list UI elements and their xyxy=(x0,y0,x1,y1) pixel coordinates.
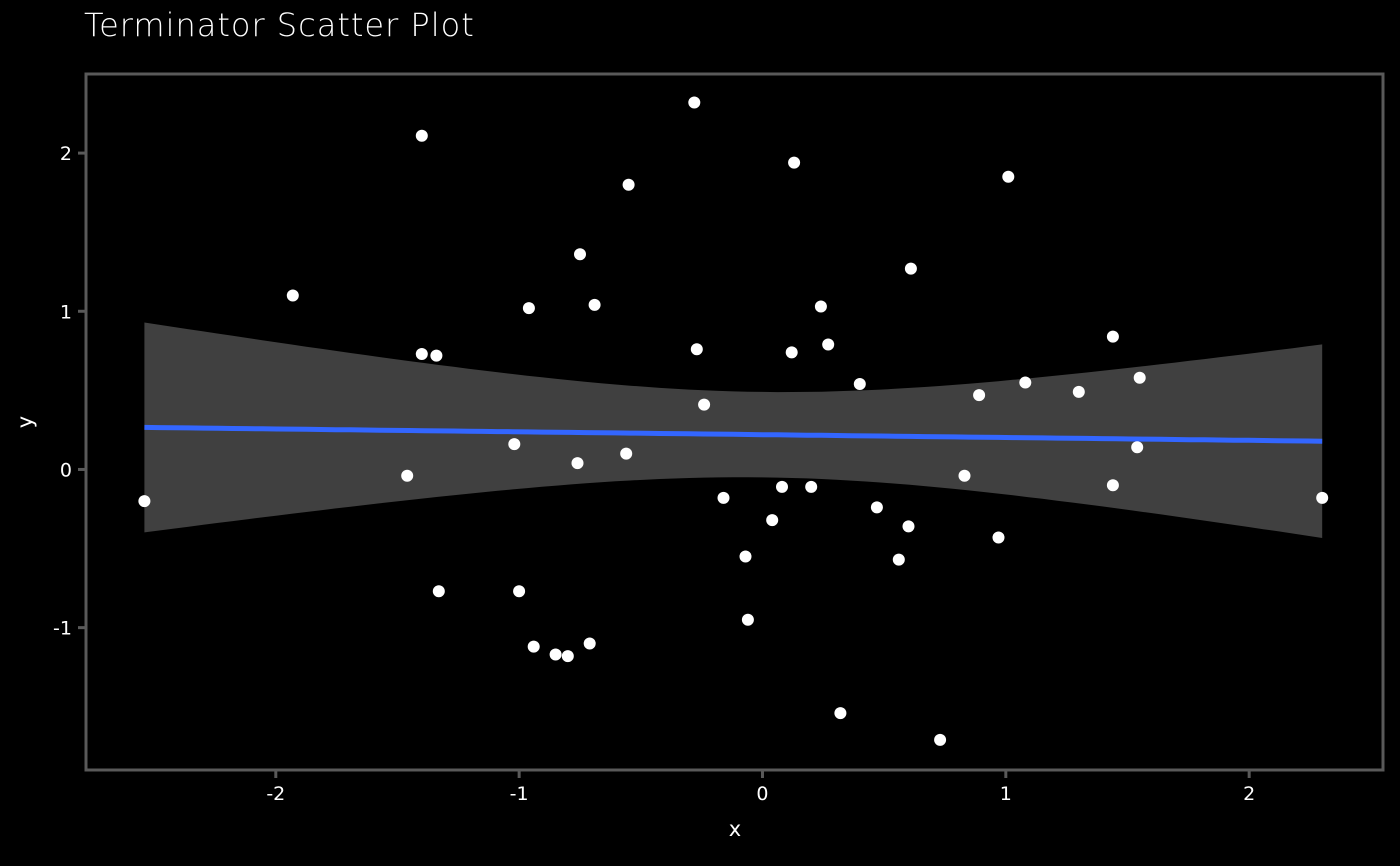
data-point xyxy=(571,457,584,470)
data-point xyxy=(1106,330,1119,343)
fit-line xyxy=(144,424,1323,444)
x-tick-label: -1 xyxy=(510,783,529,805)
x-axis: -2 -1 0 1 2 xyxy=(266,770,1255,805)
data-point xyxy=(1106,479,1119,492)
data-point xyxy=(973,389,986,402)
data-point xyxy=(834,707,847,720)
data-point xyxy=(401,469,414,482)
y-tick-label: 1 xyxy=(60,301,72,323)
data-point xyxy=(415,348,428,360)
y-axis: -1 0 1 2 xyxy=(53,143,86,640)
data-point xyxy=(561,650,574,663)
data-point xyxy=(549,648,562,661)
y-axis-title: y xyxy=(13,416,37,428)
data-point xyxy=(766,514,779,527)
data-point xyxy=(688,96,701,109)
data-point xyxy=(870,501,883,514)
data-point xyxy=(1131,441,1144,454)
data-point xyxy=(1019,376,1032,389)
data-point xyxy=(739,550,752,563)
data-point xyxy=(776,480,788,493)
x-tick-label: 2 xyxy=(1243,783,1255,805)
panel-border xyxy=(84,72,1385,772)
data-point xyxy=(1002,170,1015,183)
data-point xyxy=(508,438,521,451)
data-point xyxy=(583,637,596,650)
data-point xyxy=(1316,491,1329,504)
x-axis-title: x xyxy=(729,817,741,841)
data-point xyxy=(717,491,730,504)
data-point xyxy=(822,338,835,351)
data-point xyxy=(138,495,151,508)
confidence-band-layer xyxy=(144,322,1323,538)
x-tick-label: 0 xyxy=(756,783,768,805)
data-point xyxy=(1133,371,1146,384)
data-point xyxy=(698,398,711,411)
data-point xyxy=(741,613,754,626)
y-tick-label: -1 xyxy=(53,618,72,640)
data-point xyxy=(934,733,947,746)
data-point xyxy=(415,129,428,142)
data-point xyxy=(805,480,818,493)
fit-line-layer xyxy=(144,424,1323,444)
data-point xyxy=(588,298,601,311)
data-point xyxy=(1072,385,1085,398)
data-point xyxy=(430,349,443,362)
data-point xyxy=(958,469,971,482)
data-point xyxy=(814,300,827,313)
x-tick-label: 1 xyxy=(1000,783,1012,805)
data-point xyxy=(904,262,917,275)
data-point xyxy=(892,553,905,566)
data-point xyxy=(785,346,798,359)
data-point xyxy=(788,156,801,169)
y-tick-label: 0 xyxy=(60,459,72,481)
data-point xyxy=(286,289,299,302)
data-point xyxy=(690,343,703,356)
confidence-band xyxy=(144,322,1323,538)
data-point xyxy=(902,520,915,533)
data-point xyxy=(620,447,633,460)
data-point xyxy=(622,178,635,191)
points-layer xyxy=(138,96,1329,746)
data-point xyxy=(522,302,535,315)
y-tick-label: 2 xyxy=(60,143,72,165)
data-point xyxy=(992,531,1005,544)
data-point xyxy=(574,248,586,261)
chart-title: Terminator Scatter Plot xyxy=(84,6,475,44)
data-point xyxy=(527,640,540,653)
x-tick-label: -2 xyxy=(266,783,285,805)
data-point xyxy=(513,585,526,598)
data-point xyxy=(853,378,866,390)
data-point xyxy=(432,585,445,598)
